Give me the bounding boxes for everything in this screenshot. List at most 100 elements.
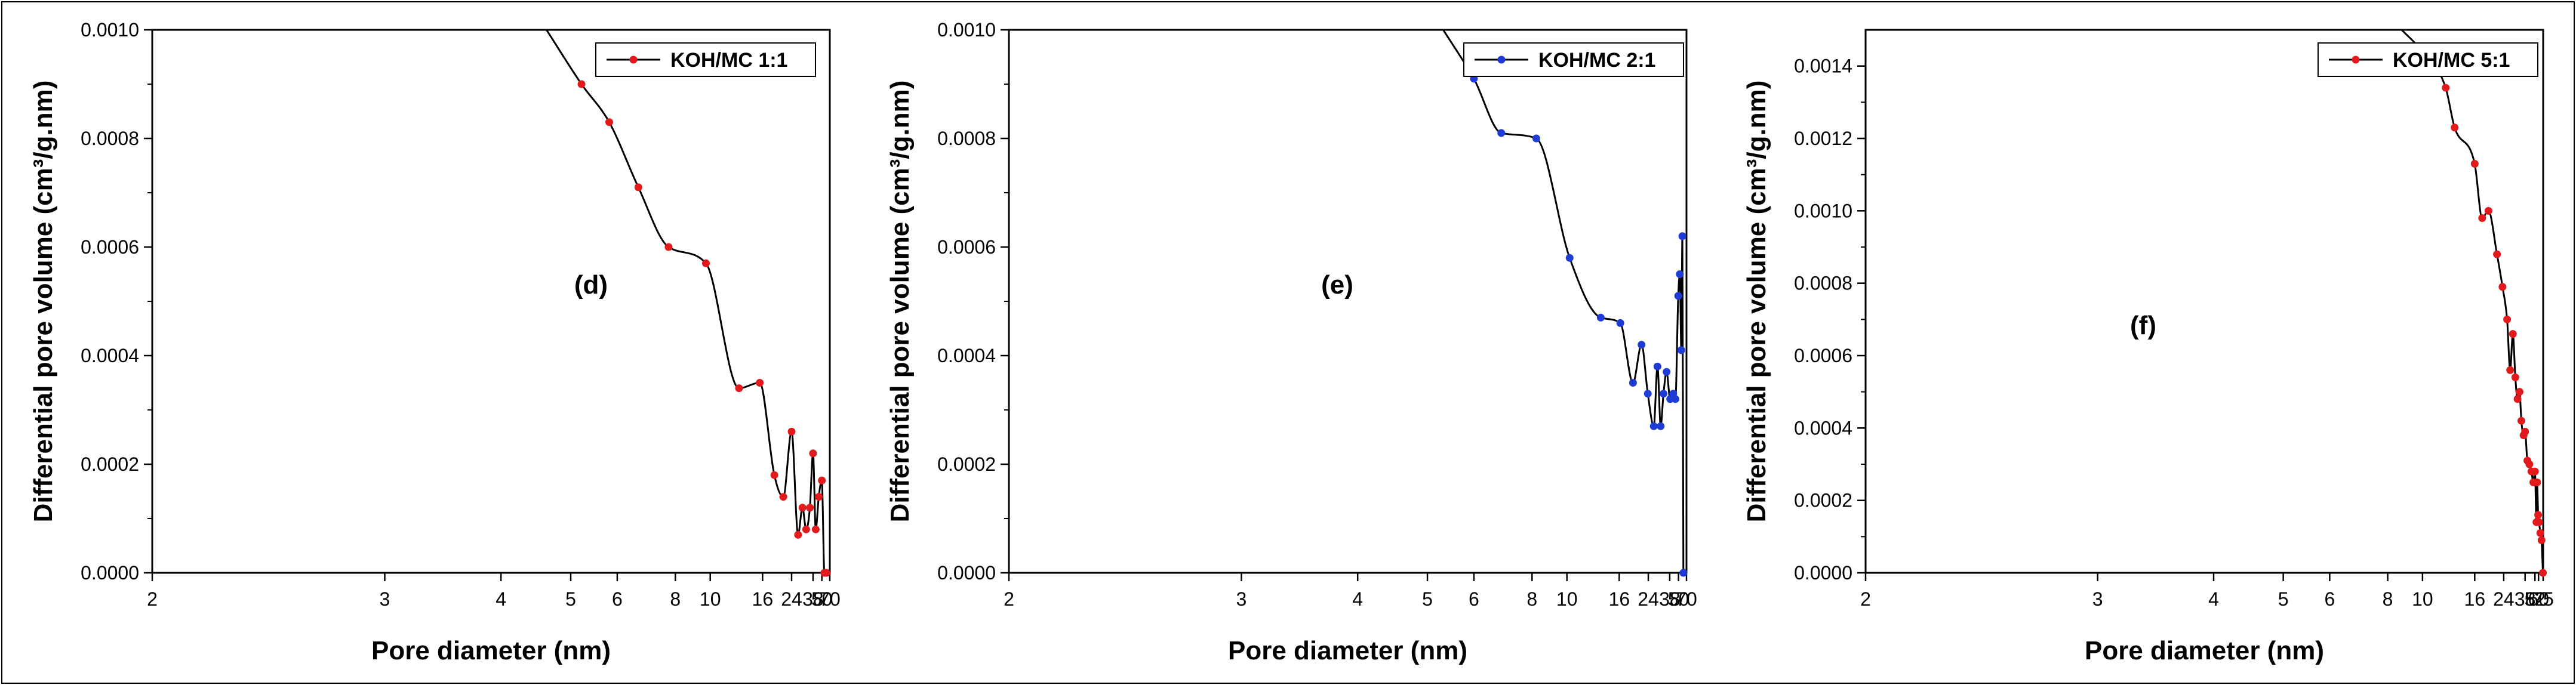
x-tick-label: 38 <box>802 588 824 610</box>
data-point <box>2503 315 2512 323</box>
y-tick-label: 0.0010 <box>81 19 139 41</box>
data-point <box>806 504 814 512</box>
panels: 0.0000 0.0002 0.0004 0.0006 0.0008 0.0010 2 3 4 5… <box>29 19 2554 665</box>
data-point <box>822 569 830 577</box>
data-point <box>577 80 586 88</box>
data-point <box>814 493 823 501</box>
data-point <box>605 118 613 126</box>
data-point <box>798 504 807 512</box>
data-point <box>1629 379 1637 387</box>
legend-label: KOH/MC 1:1 <box>670 49 787 72</box>
y-tick-label: 0.0008 <box>937 128 996 149</box>
data-point <box>2517 416 2525 425</box>
y-tick-label: 0.0000 <box>1794 562 1852 584</box>
data-point <box>701 259 710 267</box>
x-tick-label: 3 <box>380 588 390 610</box>
x-tick-label: 3 <box>2092 588 2103 610</box>
data-point <box>818 476 826 485</box>
legend-marker <box>1497 55 1506 64</box>
x-tick-label: 10 <box>2412 588 2433 610</box>
data-point <box>770 471 778 479</box>
data-point <box>2513 395 2522 403</box>
x-tick-label: 5 <box>565 588 576 610</box>
panel-label: (f) <box>2130 311 2156 340</box>
legend: KOH/MC 2:1 <box>1463 42 1684 77</box>
data-point <box>756 379 764 387</box>
y-tick-label: 0.0010 <box>937 19 996 41</box>
legend-label: KOH/MC 2:1 <box>1538 49 1655 72</box>
data-point <box>1649 422 1658 430</box>
x-tick-label: 4 <box>1352 588 1363 610</box>
x-tick-label: 38 <box>1659 588 1681 610</box>
y-tick-label: 0.0004 <box>81 345 139 366</box>
x-tick-label: 24 <box>2493 588 2515 610</box>
x-tick-label: 8 <box>1526 588 1537 610</box>
panel-label: (e) <box>1321 270 1353 300</box>
data-point <box>2493 250 2501 258</box>
x-tick-label: 6 <box>1469 588 1479 610</box>
plot-frame <box>151 29 831 574</box>
x-tick-label: 52 <box>2524 588 2546 610</box>
data-point <box>2470 159 2479 168</box>
legend-marker <box>629 55 638 64</box>
plot-frame <box>1864 29 2544 574</box>
legend-marker <box>2352 55 2360 64</box>
x-tick-label: 16 <box>2464 588 2486 610</box>
data-point <box>634 183 642 192</box>
x-axis-title: Pore diameter (nm) <box>371 636 611 665</box>
data-point <box>2535 518 2543 526</box>
data-point <box>2531 467 2539 476</box>
x-tick-label: 2 <box>1860 588 1871 610</box>
chart-panel-d: 0.0000 0.0002 0.0004 0.0006 0.0008 0.0010 2 3 4 5… <box>29 19 841 665</box>
data-point <box>2511 373 2519 381</box>
data-point <box>1676 270 1684 278</box>
x-tick-label: 10 <box>1556 588 1578 610</box>
data-point <box>2509 330 2517 338</box>
y-tick-label: 0.0006 <box>81 236 139 258</box>
x-tick-label: 8 <box>2383 588 2393 610</box>
x-tick-label: 75 <box>2532 588 2554 610</box>
x-tick-label: 50 <box>1668 588 1689 610</box>
x-tick-label: 50 <box>811 588 833 610</box>
x-tick-label: 3 <box>1236 588 1247 610</box>
data-point <box>2534 511 2543 519</box>
data-point <box>809 449 817 458</box>
y-tick-label: 0.0000 <box>81 562 139 584</box>
x-tick-label: 24 <box>781 588 802 610</box>
y-tick-label: 0.0004 <box>937 345 996 366</box>
x-tick-label: 4 <box>2208 588 2219 610</box>
x-tick-label: 70 <box>819 588 841 610</box>
x-axis-title: Pore diameter (nm) <box>2085 636 2324 665</box>
x-tick-label: 2 <box>1004 588 1014 610</box>
legend: KOH/MC 1:1 <box>595 42 816 77</box>
y-tick-label: 0.0008 <box>81 128 139 149</box>
y-axis-title: Differential pore volume (cm³/g.nm) <box>885 81 915 523</box>
data-point <box>2533 478 2541 486</box>
legend: KOH/MC 5:1 <box>2318 42 2538 77</box>
y-axis-title: Differential pore volume (cm³/g.nm) <box>29 81 58 523</box>
y-tick-label: 0.0004 <box>1794 417 1852 439</box>
data-point <box>1671 395 1679 403</box>
data-point <box>2537 536 2546 544</box>
data-point <box>1677 346 1685 354</box>
data-point <box>2521 427 2529 436</box>
x-tick-label: 10 <box>700 588 721 610</box>
x-tick-label: 38 <box>2515 588 2536 610</box>
x-tick-label: 16 <box>1609 588 1630 610</box>
data-point <box>2525 460 2534 468</box>
x-tick-label: 16 <box>752 588 774 610</box>
data-point <box>2484 206 2492 215</box>
x-tick-label: 2 <box>147 588 158 610</box>
x-axis-title: Pore diameter (nm) <box>1228 636 1467 665</box>
data-point <box>802 525 810 533</box>
chart-panel-e: 0.0000 0.0002 0.0004 0.0006 0.0008 0.0010 2 3 4 5… <box>885 19 1697 665</box>
x-tick-label: 4 <box>495 588 506 610</box>
data-point <box>1657 422 1665 430</box>
x-tick-label: 5 <box>2278 588 2289 610</box>
data-point <box>811 525 820 533</box>
data-point <box>1497 129 1506 137</box>
data-point <box>1659 390 1667 398</box>
data-point <box>2539 569 2547 577</box>
y-tick-label: 0.0002 <box>1794 490 1852 511</box>
